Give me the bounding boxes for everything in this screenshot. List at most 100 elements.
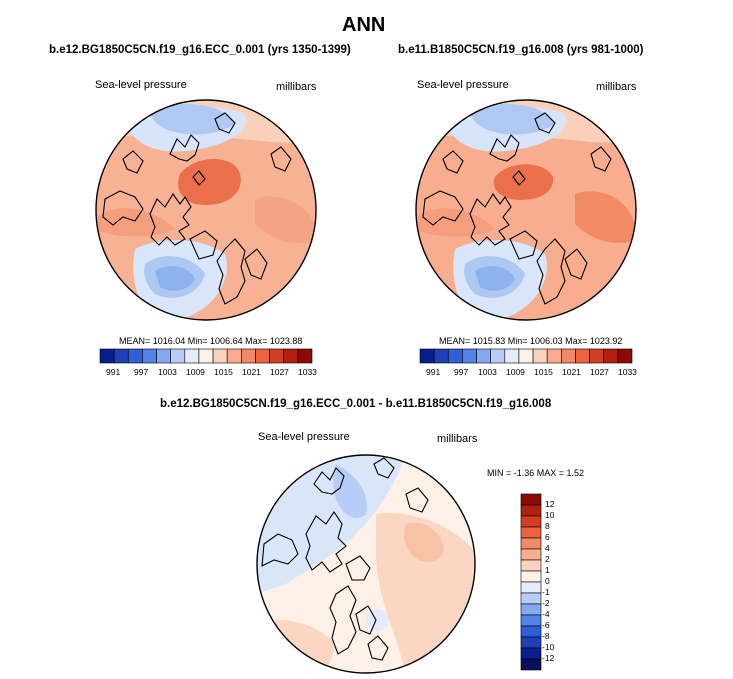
panel1-colorbar-tick-2: 1003 <box>158 367 177 377</box>
map-fill-high-mid <box>416 208 495 237</box>
map-fill-high-east <box>255 196 316 243</box>
difference-colorbar-tick-6: 1 <box>545 565 550 575</box>
colorbar-swatch <box>462 348 477 364</box>
colorbar-swatch <box>283 348 299 364</box>
panel2-colorbar-tick-3: 1009 <box>506 367 525 377</box>
colorbar-swatch <box>520 537 542 550</box>
panel2-colorbar-tick-0: 991 <box>426 367 441 377</box>
map-fill-low-light-center <box>366 608 389 632</box>
colorbar-swatch <box>184 348 200 364</box>
panel1-colorbar-tick-4: 1015 <box>214 367 233 377</box>
colorbar-swatch <box>504 348 520 364</box>
coastlines <box>102 112 292 305</box>
colorbar-swatch <box>603 348 619 364</box>
colorbar-swatch <box>490 348 506 364</box>
colorbar-swatch <box>520 658 542 671</box>
difference-colorbar <box>520 493 542 671</box>
colorbar-swatch <box>198 348 214 364</box>
panel1-colorbar-tick-7: 1033 <box>298 367 317 377</box>
panel2-colorbar-tick-7: 1033 <box>618 367 637 377</box>
colorbar-swatch <box>589 348 605 364</box>
difference-colorbar-tick-2: 8 <box>545 521 550 531</box>
colorbar-swatch <box>617 348 633 364</box>
panel1-units-label: millibars <box>276 81 317 93</box>
colorbar-swatch <box>269 348 285 364</box>
colorbar-swatch <box>127 348 143 364</box>
colorbar-swatch <box>520 614 542 627</box>
difference-colorbar-tick-13: -10 <box>542 642 555 652</box>
map-fill-low-mid <box>150 104 235 135</box>
colorbar-swatch <box>297 348 313 364</box>
difference-colorbar-tick-5: 2 <box>545 554 550 564</box>
panel2-title: b.e11.B1850C5CN.f19_g16.008 (yrs 981-100… <box>398 44 644 56</box>
panel1-colorbar <box>99 348 313 364</box>
panel1-colorbar-tick-6: 1027 <box>270 367 289 377</box>
panel2-variable-label: Sea-level pressure <box>417 79 509 91</box>
colorbar-swatch <box>520 504 542 517</box>
colorbar-swatch <box>433 348 449 364</box>
colorbar-swatch <box>520 559 542 572</box>
difference-colorbar-tick-11: -6 <box>542 620 550 630</box>
panel2-colorbar-tick-1: 997 <box>454 367 469 377</box>
colorbar-swatch <box>518 348 534 364</box>
difference-colorbar-tick-12: -8 <box>542 631 550 641</box>
coastlines <box>261 457 429 661</box>
difference-polar-map <box>256 454 476 674</box>
map-fill-high-east <box>575 191 636 243</box>
coastlines <box>422 112 612 305</box>
colorbar-swatch <box>170 348 186 364</box>
colorbar-swatch <box>520 592 542 605</box>
colorbar-swatch <box>156 348 171 364</box>
panel1-colorbar-tick-0: 991 <box>106 367 121 377</box>
colorbar-swatch <box>520 548 542 561</box>
colorbar-swatch <box>226 348 242 364</box>
colorbar-swatch <box>532 348 548 364</box>
colorbar-swatch <box>241 348 256 364</box>
map-fill-high-mid <box>403 522 444 562</box>
panel1-polar-map <box>95 99 317 321</box>
colorbar-swatch <box>575 348 590 364</box>
colorbar-swatch <box>447 348 463 364</box>
colorbar-swatch <box>419 348 435 364</box>
colorbar-swatch <box>520 526 542 539</box>
colorbar-swatch <box>520 570 542 583</box>
colorbar-swatch <box>212 348 228 364</box>
panel2-colorbar-tick-5: 1021 <box>562 367 581 377</box>
colorbar-swatch <box>561 348 576 364</box>
colorbar-swatch <box>546 348 562 364</box>
map-fill-low-strong-south <box>475 265 515 291</box>
map-fill-high-mid <box>96 208 175 237</box>
panel2-colorbar-tick-6: 1027 <box>590 367 609 377</box>
panel1-variable-label: Sea-level pressure <box>95 79 187 91</box>
colorbar-swatch <box>99 348 115 364</box>
panel2-polar-map <box>415 99 637 321</box>
map-border <box>415 99 637 321</box>
map-fill-low-mid <box>470 104 555 135</box>
colorbar-swatch <box>520 515 542 528</box>
colorbar-swatch <box>520 581 542 594</box>
colorbar-swatch <box>520 493 542 506</box>
colorbar-swatch <box>476 348 491 364</box>
difference-units-label: millibars <box>437 433 478 445</box>
map-fill-high-strong <box>178 159 241 205</box>
map-fill-high-strong <box>493 164 554 200</box>
difference-colorbar-tick-8: -1 <box>542 587 550 597</box>
colorbar-swatch <box>142 348 157 364</box>
difference-title: b.e12.BG1850C5CN.f19_g16.ECC_0.001 - b.e… <box>160 398 552 410</box>
difference-stats: MIN = -1.36 MAX = 1.52 <box>487 468 585 478</box>
colorbar-swatch <box>520 625 542 638</box>
map-border <box>95 99 317 321</box>
panel2-colorbar-tick-2: 1003 <box>478 367 497 377</box>
panel1-title: b.e12.BG1850C5CN.f19_g16.ECC_0.001 (yrs … <box>49 44 351 56</box>
panel2-units-label: millibars <box>596 81 637 93</box>
difference-colorbar-tick-14: -12 <box>542 653 555 663</box>
panel1-colorbar-tick-3: 1009 <box>186 367 205 377</box>
panel2-stats: MEAN= 1015.83 Min= 1006.03 Max= 1023.92 <box>439 336 623 346</box>
difference-colorbar-tick-9: -2 <box>542 598 550 608</box>
colorbar-swatch <box>520 647 542 660</box>
difference-variable-label: Sea-level pressure <box>258 431 350 443</box>
difference-colorbar-tick-1: 10 <box>545 510 555 520</box>
difference-colorbar-tick-4: 4 <box>545 543 550 553</box>
colorbar-swatch <box>255 348 270 364</box>
difference-colorbar-tick-0: 12 <box>545 499 555 509</box>
